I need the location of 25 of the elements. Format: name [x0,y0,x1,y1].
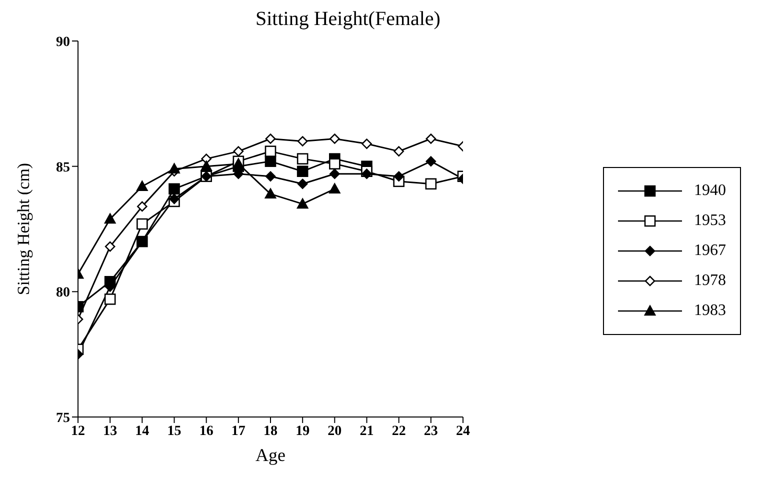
x-tick-label: 23 [424,424,438,439]
legend-label: 1953 [694,212,726,230]
y-tick-label: 80 [56,286,70,301]
y-tick-label: 90 [56,34,70,50]
x-tick-label: 20 [328,424,342,439]
x-axis-title: Age [256,445,286,465]
x-tick-label: 24 [456,424,470,439]
x-tick-label: 16 [199,424,214,439]
x-tick-label: 21 [360,424,374,439]
y-tick-label: 85 [56,160,70,176]
chart-title: Sitting Height(Female) [254,8,442,31]
x-tick-label: 12 [71,424,85,439]
x-tick-label: 22 [392,424,406,439]
x-tick-label: 18 [264,424,278,439]
legend-label: 1983 [694,302,726,320]
legend-label: 1978 [694,272,726,290]
x-tick-label: 13 [103,424,118,439]
x-tick-label: 19 [296,424,310,439]
y-axis-title: Sitting Height (cm) [14,162,34,296]
legend-label: 1967 [694,242,726,260]
x-tick-label: 15 [167,424,182,439]
y-tick-label: 75 [56,410,70,426]
legend-label: 1940 [694,182,726,200]
x-tick-label: 14 [135,424,150,439]
x-tick-label: 17 [231,424,246,439]
